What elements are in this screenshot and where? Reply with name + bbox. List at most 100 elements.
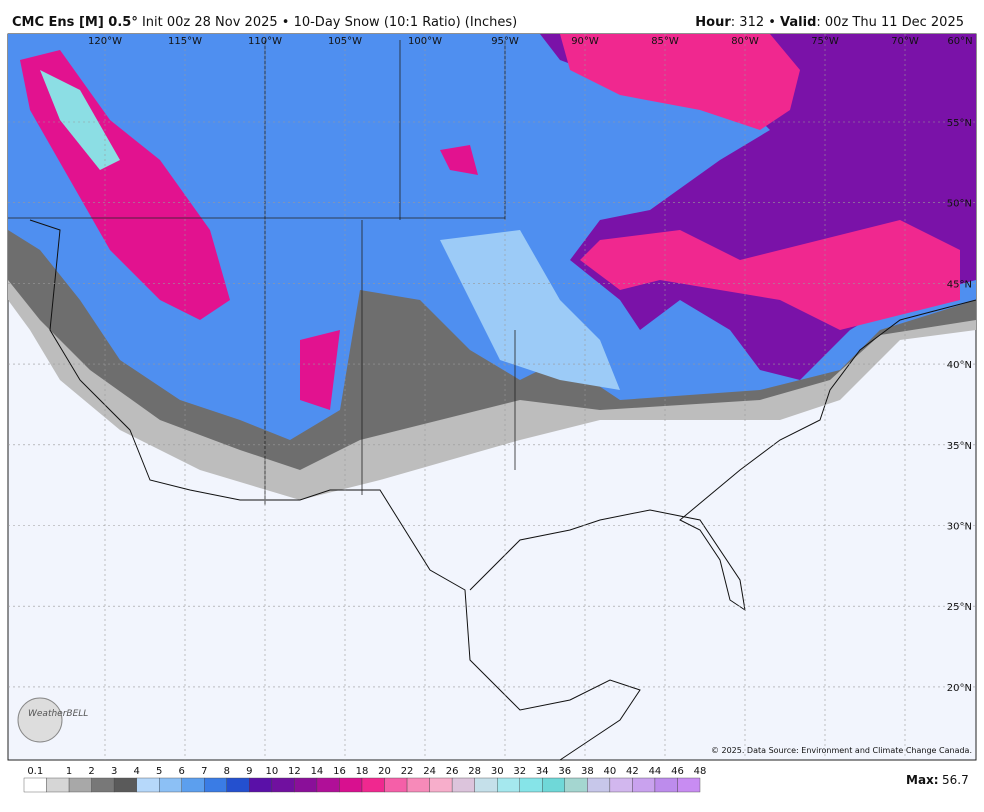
lon-label: 120°W	[88, 36, 122, 47]
colorbar-label: 48	[694, 766, 707, 777]
colorbar-label: 16	[333, 766, 346, 777]
lon-label: 80°W	[731, 36, 759, 47]
colorbar-cell	[542, 777, 565, 793]
logo-text: WeatherBELL	[28, 709, 88, 719]
colorbar-label: 30	[491, 766, 504, 777]
colorbar-label: 0.1	[27, 766, 43, 777]
colorbar-cell	[609, 777, 633, 793]
colorbar-label: 34	[536, 766, 549, 777]
lat-label: 35°N	[947, 441, 972, 452]
colorbar-label: 28	[468, 766, 481, 777]
colorbar-cell	[316, 777, 340, 793]
colorbar-label: 32	[513, 766, 526, 777]
lat-label: 55°N	[947, 118, 972, 129]
colorbar-cell	[23, 777, 47, 793]
colorbar-cell	[632, 777, 656, 793]
lon-label: 110°W	[248, 36, 282, 47]
map: 120°W 115°W 110°W 105°W 100°W 95°W 90°W 85°W 80°…	[7, 33, 977, 761]
colorbar-label: 14	[311, 766, 324, 777]
colorbar-cell	[451, 777, 475, 793]
lon-label: 90°W	[571, 36, 599, 47]
colorbar-cell	[384, 777, 408, 793]
snow-heavy	[20, 50, 478, 410]
colorbar-label: 12	[288, 766, 301, 777]
colorbar-label: 10	[265, 766, 278, 777]
lat-label: 25°N	[947, 602, 972, 613]
lon-label: 85°W	[651, 36, 679, 47]
model: CMC Ens [M] 0.5°	[12, 15, 138, 30]
colorbar: 0.1 1 2 3 4 5 6 7 8 9 10 12 14 16 18 20 22 24 26 28 30 32 34 36…	[23, 766, 707, 793]
colorbar-cell	[249, 777, 273, 793]
colorbar-cell	[564, 777, 588, 793]
colorbar-label: 44	[649, 766, 662, 777]
header-left: CMC Ens [M] 0.5° Init 00z 28 Nov 2025 • …	[12, 15, 517, 30]
lat-label: 40°N	[947, 360, 972, 371]
colorbar-label: 9	[246, 766, 252, 777]
lon-label: 75°W	[811, 36, 839, 47]
colorbar-cell	[46, 777, 70, 793]
colorbar-cell	[654, 777, 678, 793]
colorbar-label: 26	[446, 766, 459, 777]
colorbar-label: 24	[423, 766, 436, 777]
colorbar-cell	[587, 777, 611, 793]
hour: : 312 •	[731, 15, 780, 30]
colorbar-label: 46	[671, 766, 684, 777]
colorbar-cell	[361, 777, 385, 793]
header-right: Hour: 312 • Valid: 00z Thu 11 Dec 2025	[695, 15, 964, 30]
colorbar-label: 36	[558, 766, 571, 777]
colorbar-cell	[204, 777, 227, 793]
lat-label: 20°N	[947, 683, 972, 694]
colorbar-label: 4	[133, 766, 139, 777]
colorbar-cell	[226, 777, 250, 793]
lat-label: 30°N	[947, 522, 972, 533]
colorbar-label: 20	[378, 766, 391, 777]
colorbar-label: 6	[179, 766, 185, 777]
colorbar-label: 42	[626, 766, 639, 777]
colorbar-label: 2	[88, 766, 94, 777]
init: Init 00z 28 Nov 2025 • 10-Day Snow (10:1…	[142, 15, 517, 30]
colorbar-cell	[91, 777, 115, 793]
colorbar-label: 38	[581, 766, 594, 777]
lat-label: 50°N	[947, 199, 972, 210]
coastline	[29, 219, 641, 761]
colorbar-cell	[136, 777, 160, 793]
colorbar-cell	[271, 777, 295, 793]
valid: : 00z Thu 11 Dec 2025	[816, 15, 964, 30]
colorbar-cell	[158, 777, 182, 793]
logo: WeatherBELL	[17, 697, 88, 743]
colorbar-label: 7	[201, 766, 207, 777]
lon-label: 115°W	[168, 36, 202, 47]
colorbar-label: 5	[156, 766, 162, 777]
credit: © 2025. Data Source: Environment and Cli…	[711, 746, 972, 755]
max-label: Max:	[906, 773, 939, 787]
colorbar-cell	[339, 777, 363, 793]
colorbar-cell	[474, 777, 498, 793]
colorbar-cell	[181, 777, 205, 793]
coastline-east	[469, 299, 977, 612]
colorbar-label: 8	[224, 766, 230, 777]
snow-light-blue	[440, 230, 620, 390]
colorbar-label: 3	[111, 766, 117, 777]
graticule: 120°W 115°W 110°W 105°W 100°W 95°W 90°W 85°W 80°…	[8, 34, 976, 760]
colorbar-cell	[68, 777, 92, 793]
colorbar-cell	[429, 777, 453, 793]
lon-label: 105°W	[328, 36, 362, 47]
colorbar-label: 18	[356, 766, 369, 777]
colorbar-label: 22	[401, 766, 414, 777]
colorbar-cell	[294, 777, 318, 793]
lon-label: 95°W	[491, 36, 519, 47]
lon-label: 70°W	[891, 36, 919, 47]
hour-label: Hour	[695, 15, 731, 30]
lon-label: 100°W	[408, 36, 442, 47]
colorbar-cell	[519, 777, 543, 793]
lon-label: 60°N	[947, 36, 972, 47]
colorbar-cell	[406, 777, 430, 793]
snow-extreme	[40, 70, 120, 170]
colorbar-cell	[497, 777, 520, 793]
logo-globe	[17, 697, 63, 743]
snow-magenta	[560, 34, 960, 330]
colorbar-cell	[113, 777, 137, 793]
colorbar-label: 40	[603, 766, 616, 777]
